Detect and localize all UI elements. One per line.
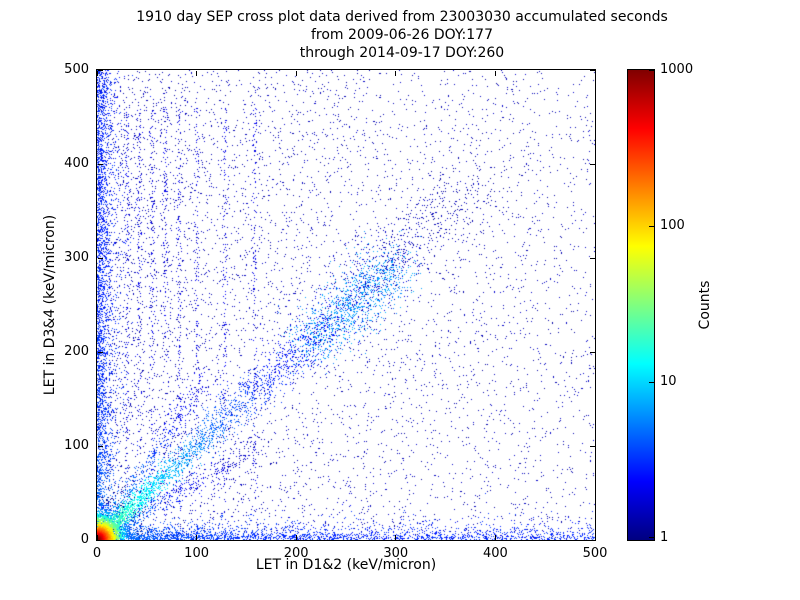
colorbar-tick-mark (649, 537, 654, 538)
y-tick-mark-right (590, 352, 595, 353)
y-tick-mark-right (590, 540, 595, 541)
x-tick-mark-top (395, 71, 396, 76)
colorbar-tick-label: 10 (660, 374, 677, 389)
plot-canvas (97, 70, 595, 540)
x-tick-label: 400 (482, 546, 508, 561)
x-tick-mark-top (495, 71, 496, 76)
y-tick-label: 0 (80, 532, 89, 547)
y-tick-mark (98, 70, 103, 71)
figure-title-line-2: from 2009-06-26 DOY:177 (310, 27, 493, 43)
x-tick-mark (395, 535, 396, 540)
y-tick-mark-right (590, 164, 595, 165)
colorbar-tick-label: 100 (660, 218, 685, 233)
x-tick-label: 0 (92, 546, 102, 561)
y-tick-label: 200 (64, 344, 89, 359)
colorbar-tick-mark (649, 226, 654, 227)
y-tick-mark-right (590, 258, 595, 259)
x-axis-label: LET in D1&2 (keV/micron) (255, 557, 437, 573)
x-tick-label: 300 (383, 546, 409, 561)
y-tick-label: 100 (64, 438, 89, 453)
x-tick-mark (296, 535, 297, 540)
colorbar-tick-label: 1000 (660, 62, 694, 77)
x-tick-label: 200 (283, 546, 309, 561)
figure-title-line-3: through 2014-09-17 DOY:260 (299, 45, 505, 61)
colorbar-tick-mark (649, 70, 654, 71)
x-tick-mark (595, 535, 596, 540)
figure-title-line-1: 1910 day SEP cross plot data derived fro… (136, 9, 668, 25)
plot-area (96, 69, 596, 541)
y-tick-mark (98, 446, 103, 447)
x-tick-label: 100 (184, 546, 209, 561)
colorbar-tick-mark (649, 382, 654, 383)
y-axis-label: LET in D3&4 (keV/micron) (42, 214, 58, 396)
x-tick-mark-top (296, 71, 297, 76)
y-tick-label: 400 (64, 156, 89, 171)
colorbar (627, 69, 655, 541)
x-tick-mark (495, 535, 496, 540)
x-tick-label: 500 (582, 546, 608, 561)
y-tick-mark (98, 164, 103, 165)
x-tick-mark-top (97, 71, 98, 76)
x-tick-mark (97, 535, 98, 540)
colorbar-label: Counts (697, 280, 713, 330)
y-tick-mark (98, 352, 103, 353)
y-tick-mark-right (590, 446, 595, 447)
x-tick-mark (196, 535, 197, 540)
y-tick-label: 500 (64, 62, 89, 77)
x-tick-mark-top (196, 71, 197, 76)
y-tick-mark-right (590, 70, 595, 71)
colorbar-tick-label: 1 (660, 530, 669, 545)
x-tick-mark-top (595, 71, 596, 76)
y-tick-mark (98, 540, 103, 541)
y-tick-label: 300 (64, 250, 89, 265)
y-tick-mark (98, 258, 103, 259)
